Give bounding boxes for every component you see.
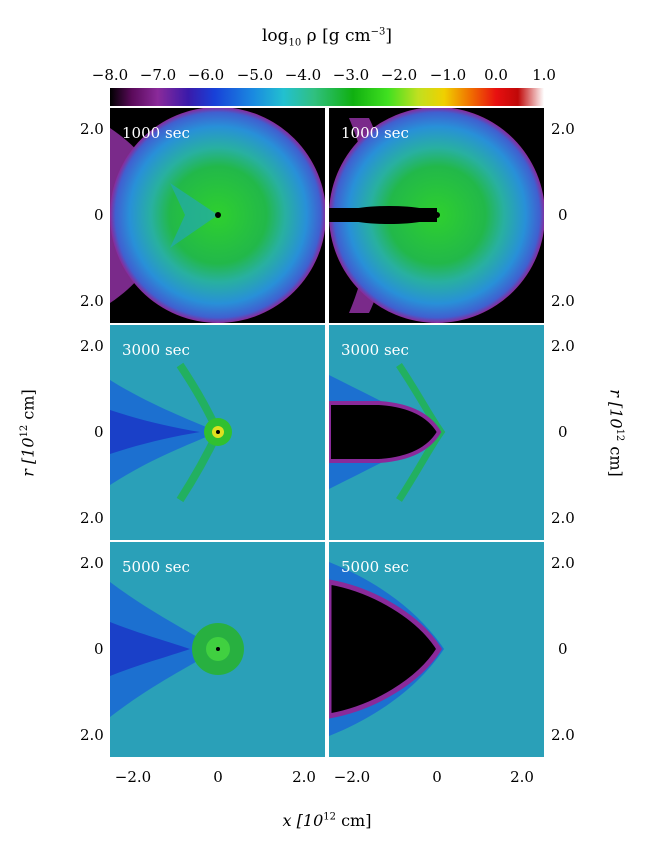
ytick-right: 0 [558,206,568,224]
xtick: 2.0 [510,768,534,786]
ytick-left: 2.0 [80,726,104,744]
colorbar-tick: 1.0 [532,66,556,84]
ytick-right: 0 [558,640,568,658]
ytick-left: 2.0 [80,554,104,572]
colorbar-tick: −5.0 [236,66,274,84]
ytick-left: 2.0 [80,120,104,138]
ytick-left: 2.0 [80,509,104,527]
panel-5000s-right: 5000 sec [329,542,544,757]
xtick: −2.0 [333,768,371,786]
colorbar-tick: 0.0 [484,66,508,84]
panel-3000s-right: 3000 sec [329,325,544,540]
xtick: −2.0 [114,768,152,786]
xtick: 2.0 [292,768,316,786]
colorbar-tick: −7.0 [139,66,177,84]
ytick-left: 2.0 [80,292,104,310]
colorbar-tick: −3.0 [332,66,370,84]
ytick-right: 2.0 [551,726,575,744]
colorbar-tick: −2.0 [380,66,418,84]
time-label: 1000 sec [341,124,409,142]
colorbar-title: log10 ρ [g cm−3] [261,26,393,49]
time-label: 3000 sec [122,341,190,359]
time-label: 5000 sec [341,558,409,576]
ytick-right: 2.0 [551,509,575,527]
y-axis-label-right: r [1012 cm] [606,389,626,477]
ytick-right: 0 [558,423,568,441]
x-axis-label: x [1012 cm] [282,811,372,830]
ytick-left: 0 [94,640,104,658]
ytick-right: 2.0 [551,292,575,310]
ytick-right: 2.0 [551,554,575,572]
ytick-right: 2.0 [551,337,575,355]
ytick-left: 0 [94,206,104,224]
time-label: 5000 sec [122,558,190,576]
colorbar-tick: −8.0 [91,66,129,84]
colorbar [110,88,544,106]
y-axis-label-left: r [1012 cm] [18,389,38,477]
ytick-right: 2.0 [551,120,575,138]
panel-3000s-left: 3000 sec [110,325,325,540]
panel-1000s-right: 1000 sec [329,108,544,323]
time-label: 1000 sec [122,124,190,142]
panel-1000s-left: 1000 sec [110,108,325,323]
xtick: 0 [213,768,223,786]
ytick-left: 2.0 [80,337,104,355]
colorbar-tick: −6.0 [187,66,225,84]
colorbar-tick: −4.0 [284,66,322,84]
xtick: 0 [432,768,442,786]
time-label: 3000 sec [341,341,409,359]
panel-5000s-left: 5000 sec [110,542,325,757]
colorbar-tick: −1.0 [429,66,467,84]
ytick-left: 0 [94,423,104,441]
